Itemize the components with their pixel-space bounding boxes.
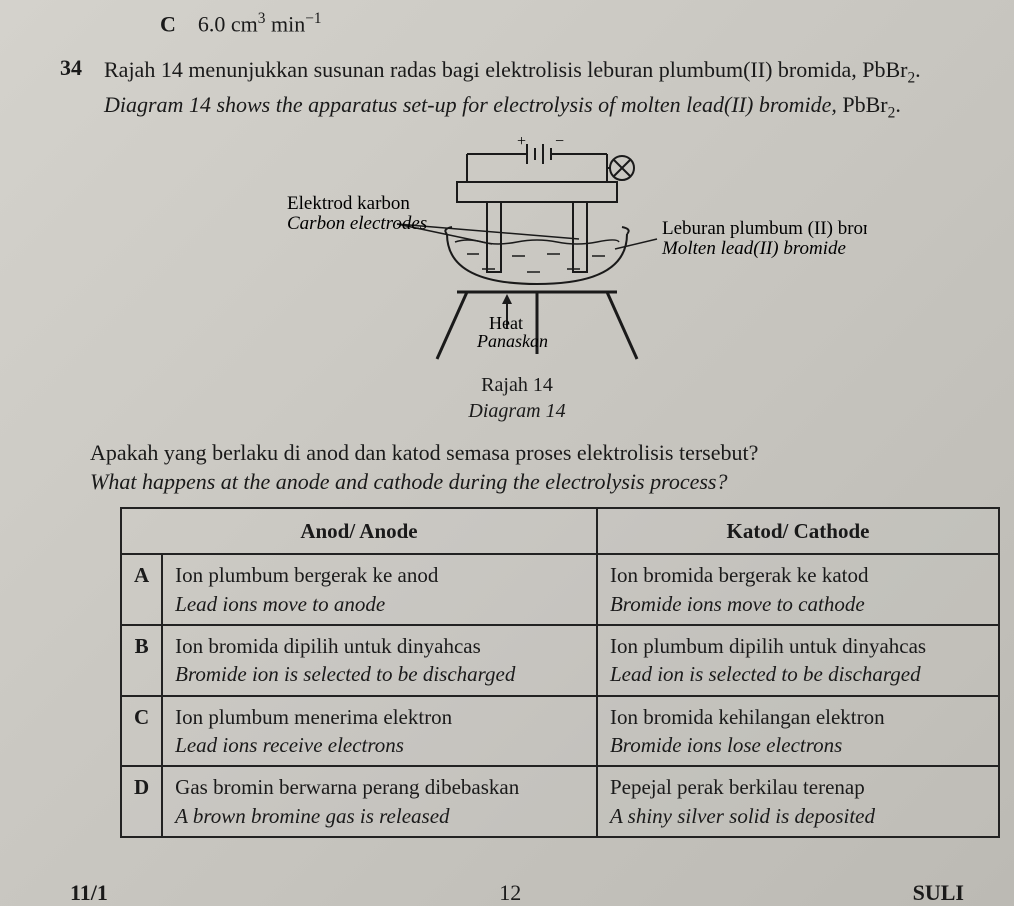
cathode-cell: Ion bromida bergerak ke katod Bromide io… — [597, 554, 999, 625]
row-letter: B — [121, 625, 162, 696]
cathode-en: Bromide ions move to cathode — [610, 592, 865, 616]
row-letter: C — [121, 696, 162, 767]
option-c-letter: C — [160, 11, 176, 36]
anode-cell: Ion plumbum menerima elektron Lead ions … — [162, 696, 597, 767]
diagram-area: + − — [60, 134, 974, 364]
option-c-value: 6.0 cm — [198, 11, 258, 36]
q34-line1-sub: 2 — [907, 70, 915, 87]
q34-line2-end: . — [895, 92, 901, 117]
header-cathode: Katod/ Cathode — [597, 508, 999, 554]
option-c: C 6.0 cm3 min−1 — [160, 10, 974, 37]
anode-en: Lead ions receive electrons — [175, 733, 404, 757]
anode-cell: Ion plumbum bergerak ke anod Lead ions m… — [162, 554, 597, 625]
cathode-cell: Ion bromida kehilangan elektron Bromide … — [597, 696, 999, 767]
table-row: A Ion plumbum bergerak ke anod Lead ions… — [121, 554, 999, 625]
molten-label-en: Molten lead(II) bromide — [661, 238, 846, 259]
anode-my: Ion bromida dipilih untuk dinyahcas — [175, 634, 481, 658]
followup-my: Apakah yang berlaku di anod dan katod se… — [90, 440, 758, 465]
header-anode-text: Anod/ Anode — [300, 519, 417, 543]
option-c-unit: min — [265, 11, 305, 36]
followup-question: Apakah yang berlaku di anod dan katod se… — [90, 438, 974, 497]
electrolysis-diagram: + − — [167, 134, 867, 364]
header-anode: Anod/ Anode — [121, 508, 597, 554]
svg-text:−: − — [555, 134, 564, 150]
footer-center: 12 — [499, 880, 521, 906]
q34-line1-end: . — [915, 57, 921, 82]
diagram-caption: Rajah 14 Diagram 14 — [60, 372, 974, 424]
q34-line2b: PbBr — [842, 92, 887, 117]
question-number: 34 — [60, 55, 104, 123]
table-row: B Ion bromida dipilih untuk dinyahcas Br… — [121, 625, 999, 696]
option-c-exp: −1 — [305, 10, 321, 27]
anode-cell: Ion bromida dipilih untuk dinyahcas Brom… — [162, 625, 597, 696]
anode-en: A brown bromine gas is released — [175, 804, 449, 828]
anode-en: Lead ions move to anode — [175, 592, 385, 616]
anode-en: Bromide ion is selected to be discharged — [175, 662, 515, 686]
page-footer: 11/1 12 SULI — [60, 880, 974, 906]
heat-label-en: Heat — [489, 313, 523, 333]
cathode-my: Ion plumbum dipilih untuk dinyahcas — [610, 634, 926, 658]
page: C 6.0 cm3 min−1 34 Rajah 14 menunjukkan … — [0, 0, 1014, 906]
heat-label-my: Panaskan — [476, 331, 548, 351]
footer-right: SULI — [913, 880, 964, 906]
cathode-en: A shiny silver solid is deposited — [610, 804, 875, 828]
anode-my: Gas bromin berwarna perang dibebaskan — [175, 775, 519, 799]
header-cathode-text: Katod/ Cathode — [727, 519, 870, 543]
q34-line2a: Diagram 14 shows the apparatus set-up fo… — [104, 92, 842, 117]
cathode-cell: Pepejal perak berkilau terenap A shiny s… — [597, 766, 999, 837]
electrode-label-en: Carbon electrodes — [287, 213, 427, 234]
svg-text:+: + — [517, 134, 526, 150]
cathode-my: Pepejal perak berkilau terenap — [610, 775, 865, 799]
anode-my: Ion plumbum bergerak ke anod — [175, 563, 438, 587]
question-text: Rajah 14 menunjukkan susunan radas bagi … — [104, 55, 921, 123]
table-row: C Ion plumbum menerima elektron Lead ion… — [121, 696, 999, 767]
cathode-my: Ion bromida kehilangan elektron — [610, 705, 885, 729]
table-row: D Gas bromin berwarna perang dibebaskan … — [121, 766, 999, 837]
electrode-label-my: Elektrod karbon — [287, 193, 410, 214]
options-table: Anod/ Anode Katod/ Cathode A Ion plumbum… — [120, 507, 1000, 838]
followup-en: What happens at the anode and cathode du… — [90, 469, 727, 494]
anode-cell: Gas bromin berwarna perang dibebaskan A … — [162, 766, 597, 837]
anode-my: Ion plumbum menerima elektron — [175, 705, 452, 729]
question-34: 34 Rajah 14 menunjukkan susunan radas ba… — [60, 55, 974, 123]
caption-en: Diagram 14 — [468, 400, 565, 422]
q34-line1: Rajah 14 menunjukkan susunan radas bagi … — [104, 57, 907, 82]
table-header-row: Anod/ Anode Katod/ Cathode — [121, 508, 999, 554]
cathode-en: Lead ion is selected to be discharged — [610, 662, 921, 686]
row-letter: D — [121, 766, 162, 837]
footer-left: 11/1 — [70, 880, 108, 906]
molten-label-my: Leburan plumbum (II) bromida — [662, 218, 867, 239]
cathode-en: Bromide ions lose electrons — [610, 733, 842, 757]
cathode-my: Ion bromida bergerak ke katod — [610, 563, 869, 587]
cathode-cell: Ion plumbum dipilih untuk dinyahcas Lead… — [597, 625, 999, 696]
row-letter: A — [121, 554, 162, 625]
caption-my: Rajah 14 — [481, 374, 553, 396]
